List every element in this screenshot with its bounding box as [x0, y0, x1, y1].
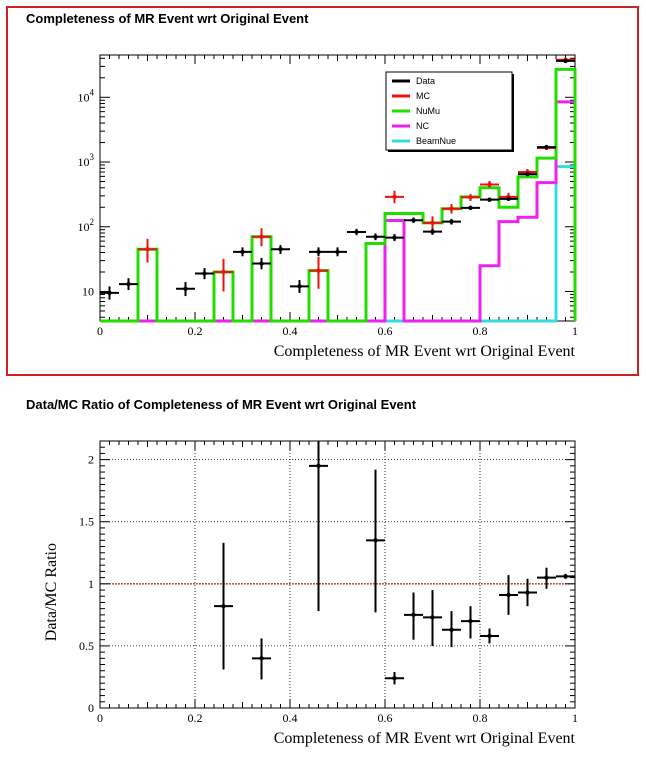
- data-point: [430, 229, 435, 234]
- data-point: [354, 229, 359, 235]
- data-point: [259, 261, 264, 266]
- top-chart-panel: [6, 6, 639, 376]
- ratio-point: [487, 633, 492, 639]
- data-point: [126, 281, 131, 287]
- mc-point: [449, 206, 454, 211]
- bottom-y-tick-label: 1: [88, 577, 94, 591]
- ratio-point: [468, 618, 473, 624]
- top-x-tick-label: 0.6: [378, 324, 393, 338]
- ratio-point: [392, 675, 397, 681]
- legend-label-data: Data: [416, 76, 435, 86]
- hist-numu: [100, 67, 577, 323]
- data-point: [392, 235, 397, 240]
- mc-point: [145, 247, 150, 252]
- legend-label-nc: NC: [416, 121, 429, 131]
- data-point: [411, 218, 416, 223]
- bottom-plot-frame: [99, 440, 576, 709]
- bottom-x-axis-title: Completeness of MR Event wrt Original Ev…: [274, 730, 576, 747]
- top-x-tick-label: 1: [572, 324, 578, 338]
- ratio-point: [525, 590, 530, 595]
- data-point: [449, 219, 454, 224]
- mc-point: [259, 234, 264, 239]
- top-x-axis-title: Completeness of MR Event wrt Original Ev…: [274, 343, 576, 360]
- bottom-x-tick-label: 0.6: [378, 711, 393, 725]
- ratio-point: [544, 575, 549, 580]
- ratio-point: [430, 615, 435, 620]
- data-point: [525, 171, 530, 177]
- bottom-x-tick-label: 1: [572, 711, 578, 725]
- top-y-tick-label: 10: [82, 284, 94, 298]
- mc-point: [430, 220, 435, 226]
- mc-point: [316, 268, 321, 273]
- bottom-x-tick-label: 0.8: [473, 711, 488, 725]
- mc-point: [392, 194, 397, 200]
- legend-label-numu: NuMu: [416, 106, 440, 116]
- ratio-point: [563, 574, 568, 579]
- ratio-point: [259, 656, 264, 661]
- data-point: [335, 249, 340, 255]
- data-point: [202, 271, 207, 276]
- bottom-y-tick-label: 2: [88, 453, 94, 467]
- bottom-x-tick-label: 0.4: [283, 711, 298, 725]
- data-point: [240, 249, 245, 255]
- top-y-tick-label: 102: [78, 217, 95, 234]
- ratio-point: [316, 463, 321, 469]
- hist-beamnue: [100, 165, 577, 323]
- ratio-point: [449, 627, 454, 632]
- top-x-tick-label: 0.2: [188, 324, 203, 338]
- data-point: [373, 234, 378, 239]
- top-x-tick-label: 0.8: [473, 324, 488, 338]
- bottom-y-tick-label: 0.5: [79, 639, 94, 653]
- data-point: [468, 205, 473, 211]
- ratio-point: [373, 538, 378, 543]
- data-point: [544, 144, 549, 150]
- bottom-x-tick-label: 0: [97, 711, 103, 725]
- mc-point: [487, 182, 492, 187]
- legend-label-mc: MC: [416, 91, 430, 101]
- ratio-point: [506, 592, 511, 598]
- data-point: [278, 247, 283, 252]
- data-point: [297, 284, 302, 289]
- data-point: [107, 290, 112, 296]
- data-point: [183, 286, 188, 292]
- data-point: [563, 58, 568, 64]
- top-y-tick-label: 103: [78, 152, 95, 169]
- data-point: [506, 196, 511, 202]
- bottom-y-tick-label: 1.5: [79, 515, 94, 529]
- mc-point: [221, 269, 226, 275]
- bottom-chart-title: Data/MC Ratio of Completeness of MR Even…: [26, 397, 417, 412]
- bottom-y-tick-label: 0: [88, 701, 94, 715]
- ratio-point: [221, 603, 226, 609]
- top-chart-title: Completeness of MR Event wrt Original Ev…: [26, 11, 309, 26]
- bottom-y-axis-title: Data/MC Ratio: [43, 543, 60, 641]
- bottom-x-tick-label: 0.2: [188, 711, 203, 725]
- data-point: [487, 197, 492, 202]
- ratio-point: [411, 612, 416, 618]
- top-x-tick-label: 0.4: [283, 324, 298, 338]
- legend-label-beamnue: BeamNue: [416, 136, 456, 146]
- data-point: [316, 249, 321, 255]
- top-y-tick-label: 104: [78, 87, 95, 104]
- mc-point: [468, 195, 473, 200]
- top-x-tick-label: 0: [97, 324, 103, 338]
